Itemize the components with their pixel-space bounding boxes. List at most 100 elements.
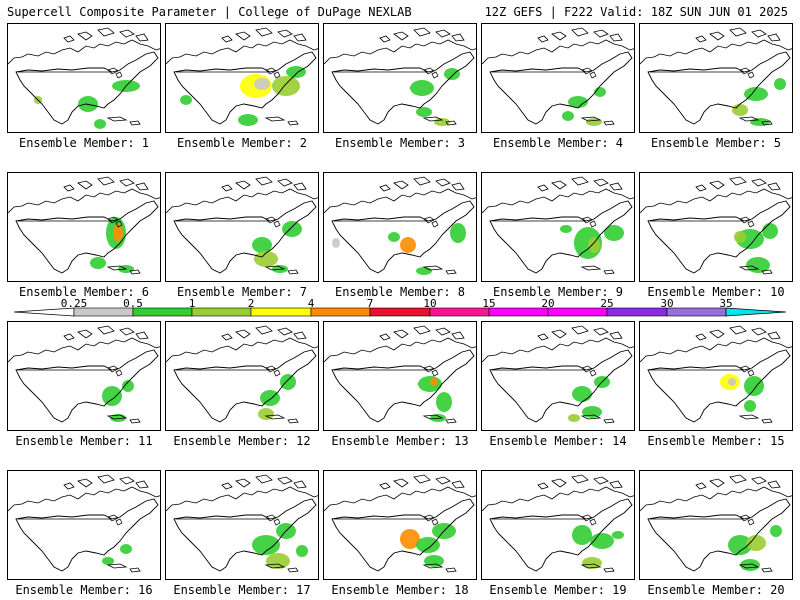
continent-outline [173,200,317,274]
scp-contour-area [272,76,300,96]
continent-outline [489,349,633,423]
island-outline [435,178,451,187]
great-lakes-outline [107,514,123,526]
island-outline [551,180,567,190]
north-america-map [640,325,792,424]
island-outline [287,120,299,126]
island-outline [751,327,767,336]
island-outline [767,331,781,340]
scp-contour-area [612,531,624,539]
island-outline [129,120,141,126]
arctic-coastline [166,188,318,214]
island-outline [445,567,457,573]
great-lakes-outline [265,67,281,79]
colorbar-segment [429,307,490,317]
continent-outline [647,200,791,274]
great-lakes-outline [739,67,755,79]
scp-contour-area [296,545,308,557]
island-outline [738,265,760,271]
island-outline [593,29,609,38]
north-america-map [324,325,476,424]
ensemble-member-map [323,172,477,282]
member-label: Ensemble Member: 19 [489,583,627,597]
colorbar-segment [369,307,431,317]
continent-outline [15,349,159,423]
scp-contour-area [388,232,400,242]
scp-contour-area [746,257,770,273]
north-america-map [166,27,318,126]
island-outline [603,269,615,275]
great-lakes-outline [423,365,439,377]
island-outline [609,480,623,489]
island-outline [393,329,409,339]
north-america-map [482,474,634,573]
island-outline [729,27,747,37]
colorbar-tick-label: 1 [188,297,196,310]
arctic-coastline [166,337,318,363]
scp-contour-area [590,533,614,549]
colorbar-tick-label: 4 [307,297,315,310]
island-outline [255,176,273,186]
island-outline [235,329,251,339]
island-outline [119,476,135,485]
scp-contour-area [740,559,760,571]
island-outline [445,120,457,126]
island-outline [593,476,609,485]
scp-contour-area [260,390,280,406]
continent-outline [489,498,633,572]
north-america-map [640,27,792,126]
island-outline [264,116,286,122]
ensemble-member-map [639,23,793,133]
island-outline [445,269,457,275]
ensemble-member-map [639,172,793,282]
island-outline [580,265,602,271]
great-lakes-outline [265,514,281,526]
colorbar-tick-label: 30 [660,297,674,310]
ensemble-member-map [7,23,161,133]
island-outline [571,27,589,37]
island-outline [761,567,773,573]
island-outline [106,116,128,122]
island-outline [435,29,451,38]
member-label: Ensemble Member: 20 [647,583,785,597]
member-label: Ensemble Member: 14 [489,434,627,448]
great-lakes-outline [265,216,281,228]
island-outline [695,184,707,192]
island-outline [422,265,444,271]
island-outline [287,269,299,275]
ensemble-member-map [481,321,635,431]
continent-outline [173,498,317,572]
scp-contour-area [450,223,466,243]
north-america-map [166,474,318,573]
scp-contour-area [282,221,302,237]
great-lakes-outline [423,514,439,526]
scp-contour-area [416,107,432,117]
island-outline [235,180,251,190]
island-outline [97,176,115,186]
island-outline [235,31,251,41]
north-america-map [324,176,476,275]
island-outline [695,333,707,341]
continent-outline [173,51,317,125]
model-valid-time: 12Z GEFS | F222 Valid: 18Z SUN JUN 01 20… [484,5,788,19]
ensemble-member-map [323,23,477,133]
colorbar-segment [191,307,252,317]
continent-outline [489,51,633,125]
north-america-map [482,325,634,424]
colorbar-tick-label: 20 [541,297,555,310]
island-outline [603,567,615,573]
scp-contour-area [400,529,420,549]
island-outline [767,33,781,42]
scp-contour-area [586,118,602,126]
great-lakes-outline [739,216,755,228]
scp-contour-area [746,535,766,551]
colorbar-tick-label: 7 [366,297,374,310]
island-outline [221,333,233,341]
colorbar-segment [606,307,668,317]
island-outline [106,265,128,271]
scp-contour-area [444,68,460,80]
scp-contour-area [430,378,438,386]
north-america-map [8,176,160,275]
island-outline [609,33,623,42]
member-label: Ensemble Member: 12 [173,434,311,448]
